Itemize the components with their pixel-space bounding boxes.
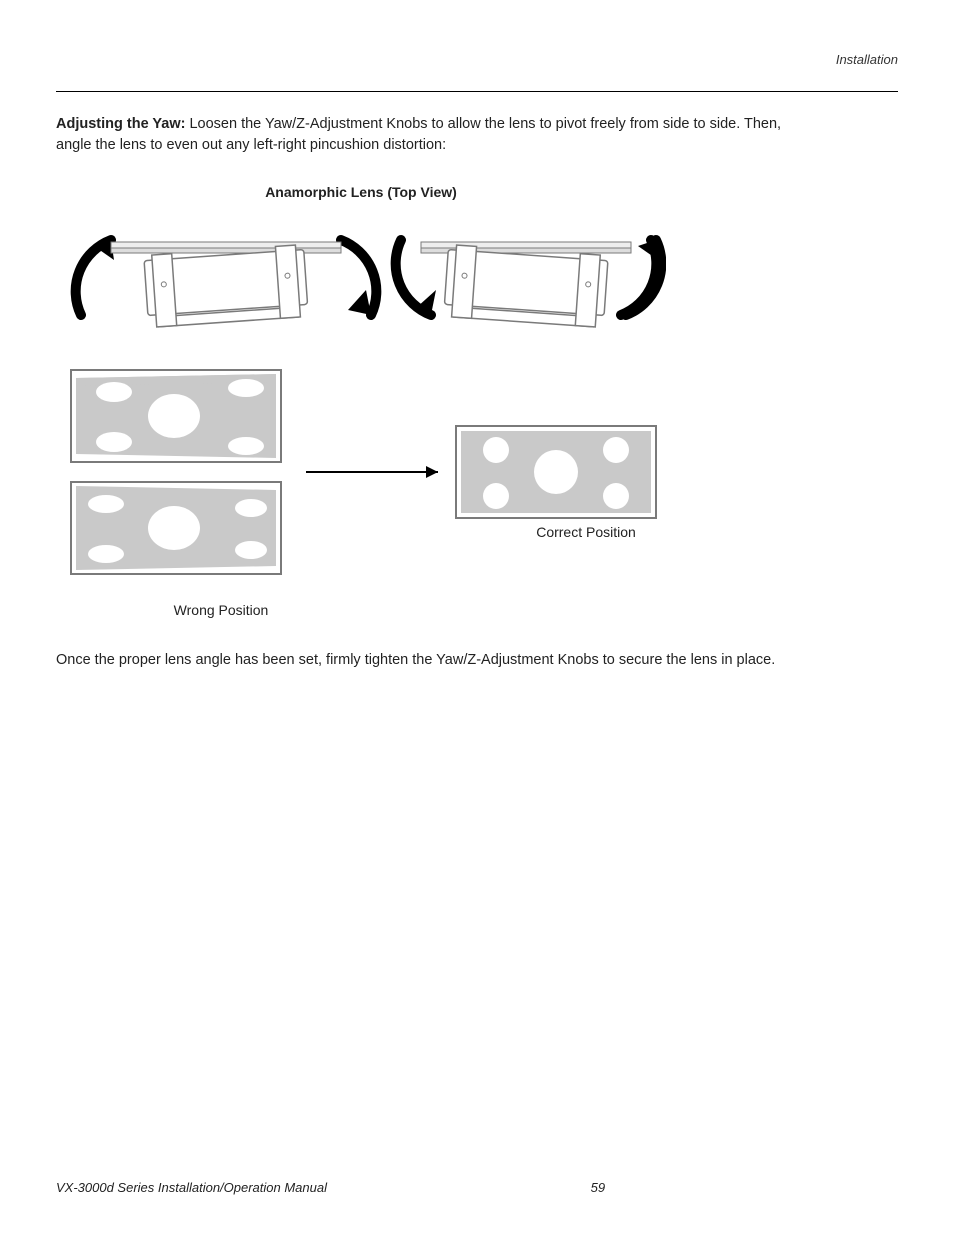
- diagram-anamorphic-lens: Correct Position: [56, 210, 666, 590]
- footer-manual-title: VX-3000d Series Installation/Operation M…: [56, 1180, 327, 1195]
- paragraph-closing: Once the proper lens angle has been set,…: [56, 650, 796, 671]
- figure-title: Anamorphic Lens (Top View): [56, 184, 666, 200]
- page-footer: VX-3000d Series Installation/Operation M…: [56, 1180, 898, 1195]
- caption-correct: Correct Position: [486, 524, 686, 540]
- header-rule: [56, 91, 898, 92]
- footer-page-number: 59: [591, 1180, 605, 1195]
- para-lead: Adjusting the Yaw:: [56, 116, 185, 132]
- paragraph-adjusting-yaw: Adjusting the Yaw: Loosen the Yaw/Z-Adju…: [56, 114, 796, 156]
- caption-wrong: Wrong Position: [116, 602, 326, 618]
- header-section-label: Installation: [56, 52, 898, 91]
